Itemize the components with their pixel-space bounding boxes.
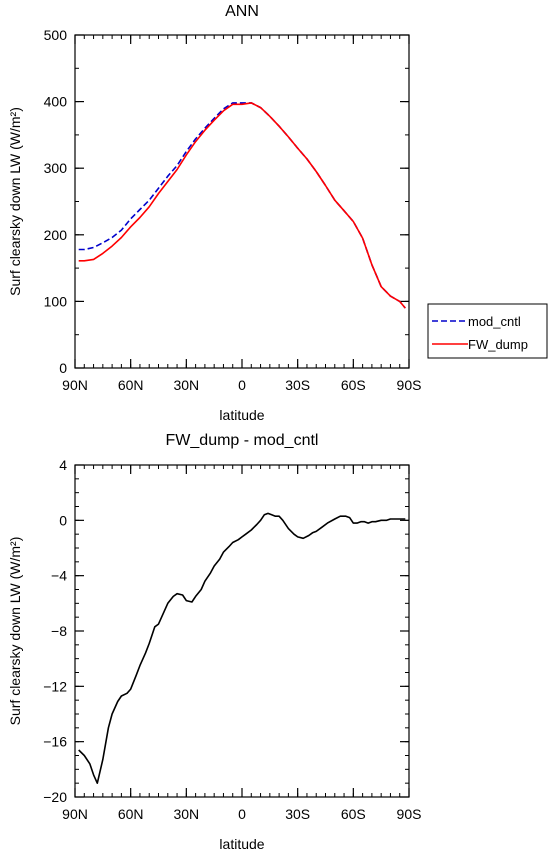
x-tick-label: 60S: [341, 377, 366, 393]
legend: mod_cntl FW_dump: [427, 303, 548, 359]
y-tick-label: 500: [44, 27, 68, 43]
x-axis-label: latitude: [219, 836, 264, 851]
y-tick-label: −16: [43, 734, 67, 750]
x-tick-label: 30S: [285, 806, 310, 822]
legend-label-mod_cntl: mod_cntl: [468, 314, 521, 329]
y-axis-label: Surf clearsky down LW (W/m²): [7, 107, 23, 296]
y-tick-label: 400: [44, 94, 68, 110]
y-tick-label: −12: [43, 678, 67, 694]
y-tick-label: −4: [51, 568, 67, 584]
x-tick-label: 30S: [285, 377, 310, 393]
y-tick-label: 100: [44, 293, 68, 309]
series-line-mod_cntl: [78, 102, 406, 309]
y-tick-label: 0: [59, 512, 67, 528]
x-tick-label: 60N: [118, 377, 144, 393]
x-tick-label: 0: [238, 377, 246, 393]
y-axis-label: Surf clearsky down LW (W/m²): [7, 537, 23, 726]
y-tick-label: 0: [59, 360, 67, 376]
series-line-FW_dump: [78, 102, 406, 309]
x-tick-label: 90S: [397, 377, 422, 393]
legend-label-FW_dump: FW_dump: [468, 337, 528, 352]
x-tick-label: 60S: [341, 806, 366, 822]
series-line-series-0: [78, 512, 406, 785]
y-tick-label: −8: [51, 623, 67, 639]
y-tick-label: 4: [59, 457, 67, 473]
legend-box: [427, 303, 548, 359]
x-tick-label: 90N: [62, 806, 88, 822]
bottom-panel-plot: 90N 60N 30N 0 30S 60S 90S −20 −16 −12 −8 −4 0 4 FW_dum…: [7, 432, 421, 851]
plot-frame: [74, 464, 410, 798]
top-panel-plot: 90N 60N 30N 0 30S 60S 90S 0 100 200 300 400 500 ANN la…: [7, 3, 421, 423]
x-tick-label: 60N: [118, 806, 144, 822]
plot-frame: [74, 34, 410, 369]
x-tick-label: 30N: [173, 806, 199, 822]
chart-title: ANN: [225, 3, 259, 20]
x-tick-label: 90S: [397, 806, 422, 822]
chart-title: FW_dump - mod_cntl: [166, 432, 319, 449]
x-tick-label: 90N: [62, 377, 88, 393]
x-tick-label: 0: [238, 806, 246, 822]
y-tick-label: 200: [44, 227, 68, 243]
y-tick-label: 300: [44, 160, 68, 176]
x-axis-label: latitude: [219, 407, 264, 423]
x-tick-label: 30N: [173, 377, 199, 393]
y-tick-label: −20: [43, 789, 67, 805]
